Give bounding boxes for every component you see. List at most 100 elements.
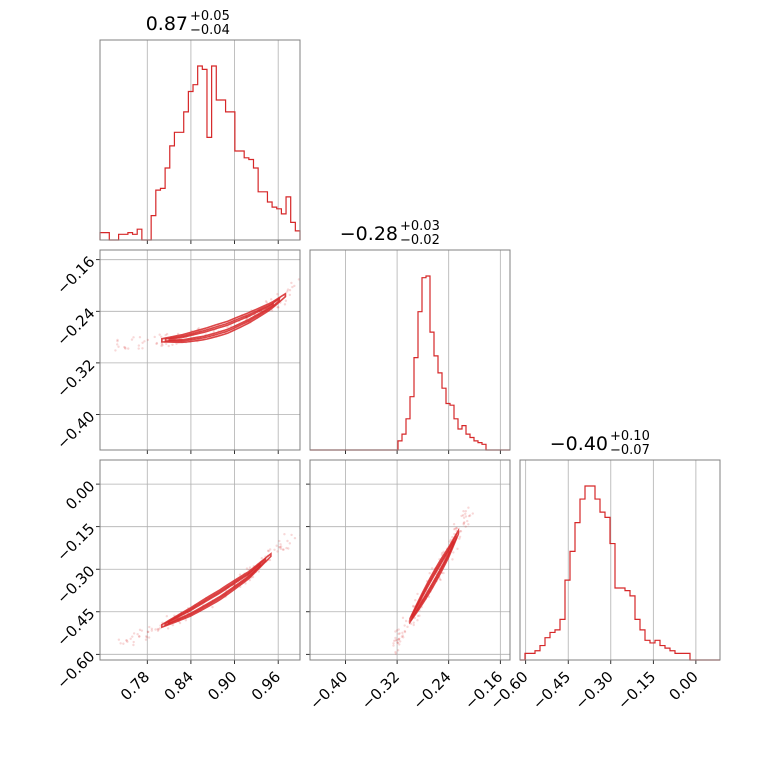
x-tick-label: −0.32 [358, 668, 403, 713]
sample-point [144, 638, 148, 641]
sample-point [123, 345, 126, 349]
sample-point [451, 558, 454, 561]
sample-point [138, 336, 142, 339]
sample-point [165, 615, 169, 618]
sample-point [127, 347, 130, 350]
sample-point [393, 639, 396, 643]
sample-point [397, 628, 400, 631]
sample-point [281, 548, 285, 551]
sample-point [306, 283, 308, 285]
sample-point [418, 614, 421, 617]
joint-panel-2-0 [117, 527, 300, 647]
sample-point [459, 530, 462, 533]
sample-point [392, 644, 395, 647]
panel-frame-1-0 [99, 249, 301, 451]
title-median: 0.87 [146, 13, 188, 35]
sample-point [290, 281, 293, 285]
y-tick-label: −0.32 [53, 356, 98, 401]
sample-point [283, 303, 287, 306]
contour-level-1 [164, 297, 281, 342]
sample-point [158, 627, 162, 630]
sample-point [394, 630, 397, 633]
sample-point [406, 625, 409, 629]
sample-point [136, 633, 139, 636]
sample-point [119, 642, 122, 645]
sample-point [395, 638, 398, 642]
sample-point [471, 512, 475, 515]
x-tick-label: −0.30 [572, 668, 617, 713]
x-tick-label: 0.90 [204, 668, 240, 704]
sample-point [452, 551, 455, 554]
sample-point [286, 539, 289, 543]
sample-point [171, 343, 174, 346]
sample-point [278, 546, 282, 549]
sample-point [394, 639, 397, 642]
sample-point [175, 342, 178, 345]
sample-point [412, 621, 415, 624]
sample-point [123, 346, 127, 349]
sample-point [300, 281, 302, 283]
sample-point [131, 635, 134, 638]
sample-point [462, 523, 465, 526]
contour-level-0 [161, 292, 287, 344]
sample-point [311, 275, 313, 277]
sample-point [303, 278, 305, 280]
sample-point [412, 605, 415, 608]
sample-point [403, 630, 407, 634]
sample-point [160, 344, 163, 348]
panel-axes-2-1: −0.40 −0.32 −0.24 −0.16 [306, 460, 510, 713]
sample-point [279, 545, 283, 548]
sample-point [316, 274, 318, 276]
contour-level-0 [409, 527, 460, 625]
contour-level-2 [167, 562, 261, 625]
sample-point [286, 290, 289, 293]
title-upper-error: +0.05 [190, 9, 230, 24]
y-tick-label: −0.24 [53, 304, 98, 349]
title-upper-error: +0.10 [610, 429, 650, 444]
sample-point [248, 566, 252, 569]
panel-frame-1-1 [309, 249, 511, 451]
sample-point [416, 592, 419, 596]
sample-point [398, 632, 401, 635]
sample-point [116, 338, 119, 342]
sample-point [166, 627, 170, 630]
sample-point [141, 347, 144, 350]
panel-axes-2-0: 0.78 0.84 0.90 0.96 0.00 −0.15−0.30−0.45−0.60 [53, 460, 300, 704]
sample-point [267, 549, 270, 553]
sample-point [448, 540, 451, 543]
sample-point [313, 275, 315, 277]
title-lower-error: −0.07 [610, 443, 650, 458]
sample-point [297, 278, 300, 281]
panel-axes-1-0: −0.16 −0.24 −0.32 −0.40 [53, 250, 300, 454]
sample-point [284, 299, 288, 302]
histogram-0 [99, 65, 301, 241]
sample-point [293, 536, 297, 540]
panel-axes-0-0 [146, 40, 279, 244]
sample-point [286, 288, 290, 291]
title-median: −0.28 [340, 223, 398, 245]
sample-point [462, 509, 465, 513]
title-upper-error: +0.03 [400, 219, 440, 234]
sample-point [158, 333, 161, 336]
sample-point [125, 639, 128, 642]
sample-point [211, 605, 214, 609]
panel-frame-0-0 [99, 39, 301, 241]
sample-point [178, 621, 182, 625]
sample-point [160, 335, 163, 339]
sample-point [285, 546, 288, 550]
sample-point [468, 514, 472, 517]
sample-point [316, 272, 318, 274]
title-lower-error: −0.02 [400, 233, 440, 248]
sample-point [402, 636, 405, 639]
sample-point [268, 548, 272, 551]
sample-point [145, 635, 149, 639]
sample-point [145, 635, 148, 638]
sample-point [155, 341, 159, 345]
x-tick-label: 0.96 [248, 668, 284, 704]
sample-point [392, 642, 395, 645]
sample-point [279, 547, 283, 550]
sample-point [401, 616, 405, 620]
sample-point [452, 523, 456, 526]
x-tick-label: 0.78 [117, 668, 153, 704]
